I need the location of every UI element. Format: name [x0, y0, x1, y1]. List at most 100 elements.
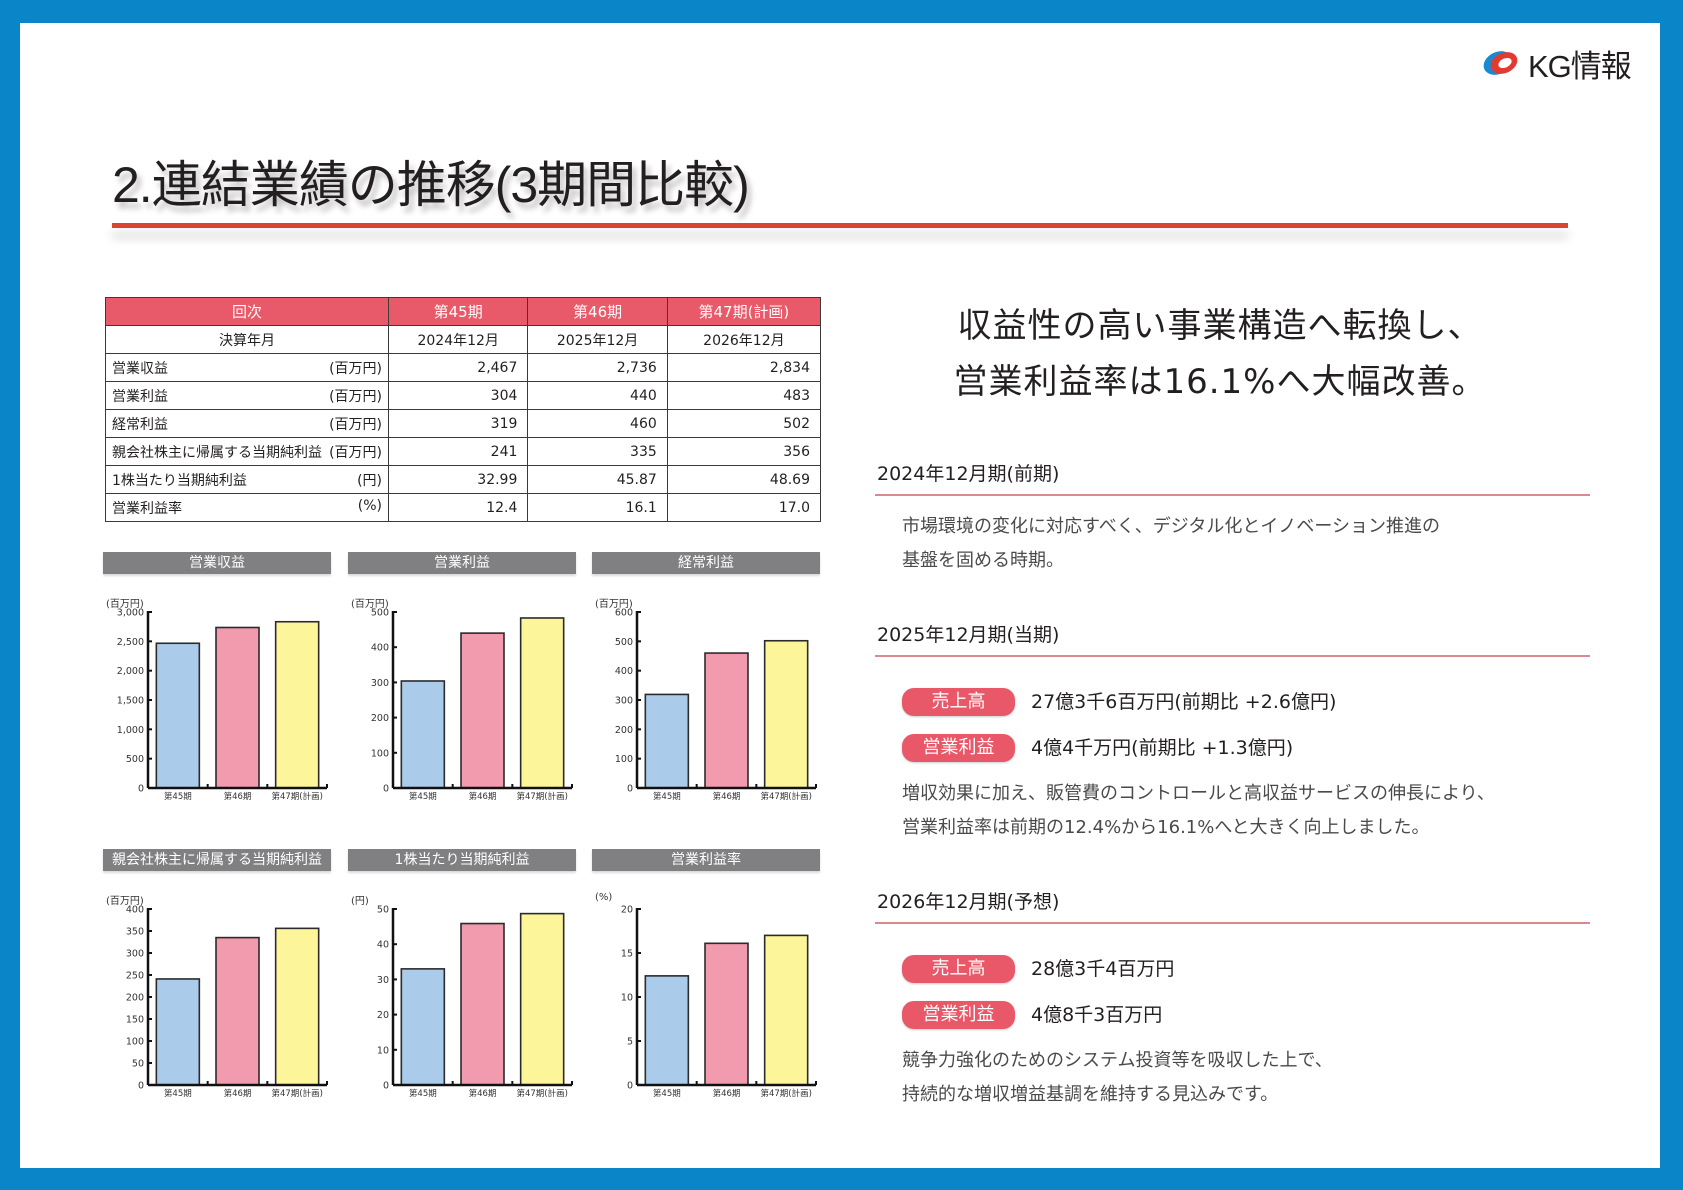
operating-income-row: 営業利益 4億4千万円(前期比 +1.3億円): [902, 731, 1590, 765]
body-line: 基盤を固める時期。: [902, 550, 1064, 571]
table-cell: 2025年12月: [527, 325, 668, 354]
row-label-cell: 営業収益 (百万円): [105, 353, 389, 382]
svg-text:第47期(計画): 第47期(計画): [516, 791, 567, 802]
table-cell: 356: [666, 437, 822, 466]
svg-text:100: 100: [126, 1037, 144, 1048]
table-cell: 483: [666, 381, 822, 410]
table-cell: 2,834: [666, 353, 822, 382]
svg-text:3,000: 3,000: [117, 608, 144, 619]
bar-chart: 0 100 200 300 400 500 第45期 第46期 第47期(計画): [371, 608, 573, 802]
table-cell: 32.99: [387, 465, 529, 494]
svg-text:第46期: 第46期: [469, 791, 497, 802]
table-cell: 241: [387, 437, 529, 466]
table-subheader-row: 決算年月 2024年12月 2025年12月 2026年12月: [105, 325, 822, 354]
row-label: 経常利益: [112, 416, 168, 433]
chart-ordinary-income: 経常利益 (百万円) 0 100 200 300 400 500 600 第45期 第46期 第4…: [592, 552, 820, 822]
svg-text:0: 0: [383, 1081, 389, 1092]
chart-y-unit: (%): [595, 892, 613, 903]
svg-text:500: 500: [371, 608, 389, 619]
section-fy2025: 2025年12月期(当期) 売上高 27億3千6百万円(前期比 +2.6億円) …: [875, 620, 1590, 845]
table-cell: 460: [527, 409, 668, 438]
row-unit: (百万円): [329, 416, 382, 433]
chart-title: 営業利益: [348, 552, 576, 574]
table-cell: 2,467: [387, 353, 529, 382]
body-line: 持続的な増収増益基調を維持する見込みです。: [902, 1084, 1279, 1105]
table-row: 営業利益率 (%) 12.4 16.1 17.0: [105, 493, 822, 522]
svg-text:15: 15: [621, 949, 633, 960]
table-row: 経常利益 (百万円) 319 460 502: [105, 409, 822, 438]
svg-text:第45期: 第45期: [653, 791, 681, 802]
table-cell: 304: [387, 381, 529, 410]
svg-text:第45期: 第45期: [409, 1088, 437, 1099]
svg-text:100: 100: [615, 754, 633, 765]
chart-title: 親会社株主に帰属する当期純利益: [103, 849, 331, 871]
svg-text:第47期(計画): 第47期(計画): [760, 791, 811, 802]
table-cell: 440: [527, 381, 668, 410]
svg-text:150: 150: [126, 1015, 144, 1026]
svg-text:20: 20: [621, 905, 633, 916]
svg-text:第46期: 第46期: [713, 791, 741, 802]
chart-title: 1株当たり当期純利益: [348, 849, 576, 871]
svg-text:20: 20: [377, 1010, 389, 1021]
section-fy2024: 2024年12月期(前期) 市場環境の変化に対応すべく、デジタル化とイノベーショ…: [875, 459, 1590, 578]
table-header-cell: 第47期(計画): [666, 297, 822, 326]
svg-text:0: 0: [627, 784, 633, 795]
chart-title: 経常利益: [592, 552, 820, 574]
table-row: 親会社株主に帰属する当期純利益 (百万円) 241 335 356: [105, 437, 822, 466]
svg-text:0: 0: [138, 784, 144, 795]
company-logo: KG情報: [1480, 43, 1632, 84]
svg-text:200: 200: [615, 725, 633, 736]
svg-text:100: 100: [371, 748, 389, 759]
body-line: 営業利益率は前期の12.4%から16.1%へと大きく向上しました。: [902, 817, 1430, 838]
svg-text:第45期: 第45期: [653, 1088, 681, 1099]
svg-text:200: 200: [126, 993, 144, 1004]
sales-value: 27億3千6百万円(前期比 +2.6億円): [1031, 691, 1337, 713]
table-cell: 502: [666, 409, 822, 438]
svg-text:第46期: 第46期: [224, 1088, 252, 1099]
svg-text:300: 300: [371, 678, 389, 689]
svg-text:第45期: 第45期: [164, 1088, 192, 1099]
bar-chart: 0 50 100 150 200 250 300 350 400 第45期 第46期 第47期(計画): [126, 905, 328, 1099]
operating-income-value: 4億8千3百万円: [1031, 1004, 1163, 1026]
svg-text:第45期: 第45期: [409, 791, 437, 802]
body-line: 市場環境の変化に対応すべく、デジタル化とイノベーション推進の: [902, 516, 1441, 537]
svg-text:第47期(計画): 第47期(計画): [760, 1088, 811, 1099]
svg-text:500: 500: [615, 637, 633, 648]
table-cell: 2,736: [527, 353, 668, 382]
svg-text:第47期(計画): 第47期(計画): [271, 1088, 322, 1099]
row-label-cell: 営業利益率 (%): [105, 493, 389, 522]
table-header-cell: 回次: [105, 297, 389, 326]
row-label-cell: 1株当たり当期純利益 (円): [105, 465, 389, 494]
row-unit: (円): [357, 472, 382, 489]
table-cell: 335: [527, 437, 668, 466]
body-line: 増収効果に加え、販管費のコントロールと高収益サービスの伸長により、: [902, 783, 1495, 804]
svg-text:200: 200: [371, 713, 389, 724]
svg-text:第46期: 第46期: [224, 791, 252, 802]
chart-y-unit: (百万円): [351, 599, 389, 610]
row-unit: (百万円): [329, 388, 382, 405]
svg-text:第46期: 第46期: [469, 1088, 497, 1099]
svg-text:500: 500: [126, 754, 144, 765]
row-unit: (百万円): [329, 444, 382, 461]
table-cell: 16.1: [527, 493, 668, 522]
row-label: 親会社株主に帰属する当期純利益: [112, 444, 322, 461]
svg-text:40: 40: [377, 940, 389, 951]
row-label: 営業利益: [112, 388, 168, 405]
page-title: 2.連結業績の推移(3期間比較): [112, 157, 750, 213]
chart-y-unit: (百万円): [595, 599, 633, 610]
slide-page: KG情報 2.連結業績の推移(3期間比較) 回次 第45期 第46期 第47期(…: [20, 23, 1660, 1168]
sales-row: 売上高 28億3千4百万円: [902, 952, 1590, 986]
svg-text:600: 600: [615, 608, 633, 619]
section-body: 市場環境の変化に対応すべく、デジタル化とイノベーション推進の 基盤を固める時期。: [875, 496, 1590, 578]
chart-title: 営業利益率: [592, 849, 820, 871]
svg-text:1,000: 1,000: [117, 725, 144, 736]
chart-title: 営業収益: [103, 552, 331, 574]
operating-income-value: 4億4千万円(前期比 +1.3億円): [1031, 737, 1294, 759]
svg-text:第45期: 第45期: [164, 791, 192, 802]
svg-text:第46期: 第46期: [713, 1088, 741, 1099]
svg-text:第47期(計画): 第47期(計画): [271, 791, 322, 802]
table-cell: 48.69: [666, 465, 822, 494]
section-body: 売上高 27億3千6百万円(前期比 +2.6億円) 営業利益 4億4千万円(前期…: [875, 657, 1590, 845]
svg-text:0: 0: [138, 1081, 144, 1092]
svg-text:350: 350: [126, 927, 144, 938]
